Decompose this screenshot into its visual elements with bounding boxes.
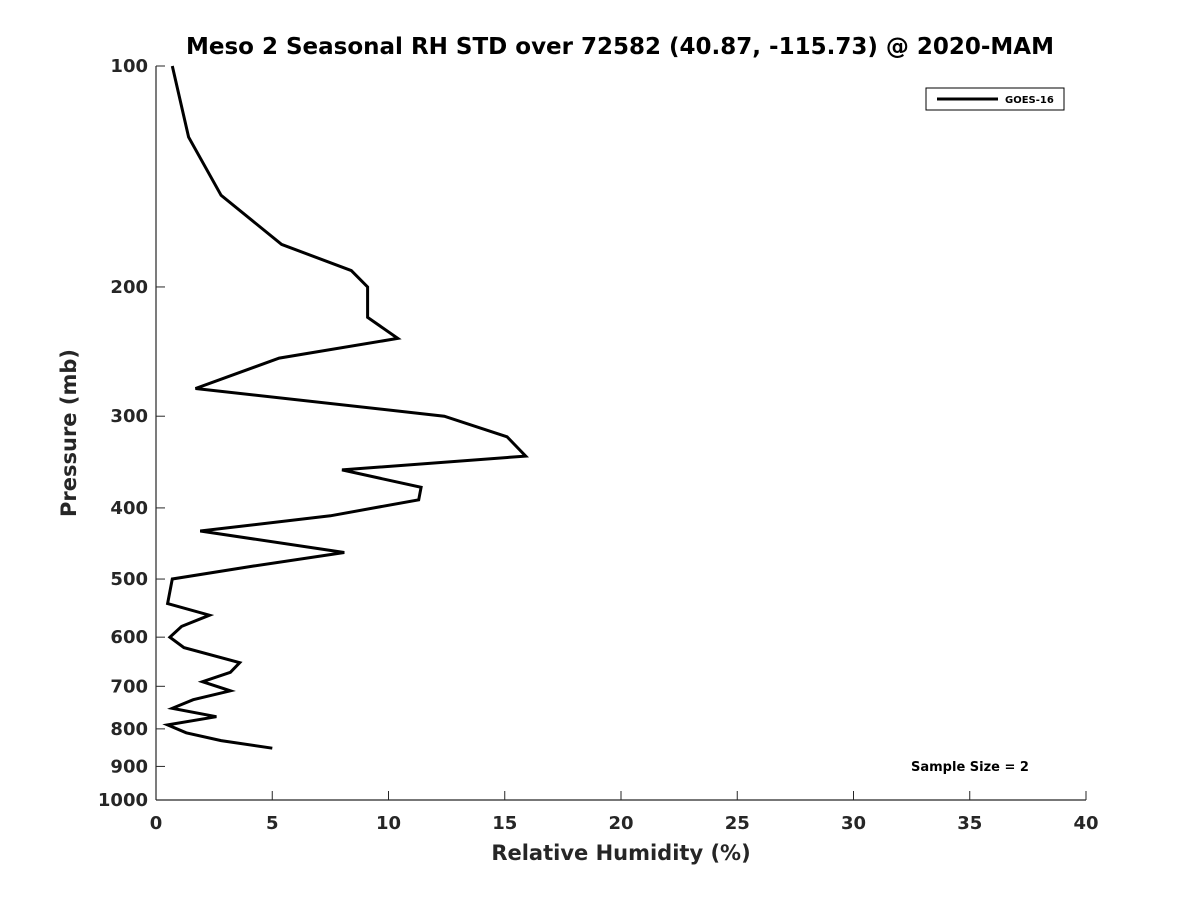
x-tick-label: 30 <box>841 813 866 834</box>
y-tick-label: 300 <box>110 406 148 427</box>
y-tick-label: 800 <box>110 719 148 740</box>
y-tick-label: 700 <box>110 676 148 697</box>
y-tick-label: 900 <box>110 756 148 777</box>
x-tick-label: 35 <box>957 813 982 834</box>
x-tick-label: 0 <box>150 813 163 834</box>
y-tick-label: 500 <box>110 569 148 590</box>
x-tick-label: 15 <box>492 813 517 834</box>
y-axis-label: Pressure (mb) <box>57 349 81 517</box>
y-tick-label: 600 <box>110 627 148 648</box>
x-tick-label: 10 <box>376 813 401 834</box>
sample-size-annotation: Sample Size = 2 <box>911 760 1029 775</box>
x-axis-ticks: 0 5 10 15 20 25 30 35 40 <box>150 791 1099 834</box>
x-axis-label: Relative Humidity (%) <box>491 841 750 865</box>
legend-label-goes16: GOES-16 <box>1005 95 1054 106</box>
chart-title: Meso 2 Seasonal RH STD over 72582 (40.87… <box>186 34 1054 60</box>
x-tick-label: 20 <box>608 813 633 834</box>
y-tick-label: 1000 <box>98 790 148 811</box>
y-tick-label: 400 <box>110 498 148 519</box>
series-line-goes-16 <box>162 65 529 750</box>
series-group <box>162 65 529 750</box>
legend: GOES-16 <box>925 87 1065 111</box>
y-tick-label: 200 <box>110 277 148 298</box>
x-tick-label: 40 <box>1073 813 1098 834</box>
y-tick-label: 100 <box>110 56 148 77</box>
y-axis-ticks: 100 200 300 400 500 600 700 800 900 1000 <box>98 56 165 811</box>
x-tick-label: 25 <box>725 813 750 834</box>
x-tick-label: 5 <box>266 813 279 834</box>
